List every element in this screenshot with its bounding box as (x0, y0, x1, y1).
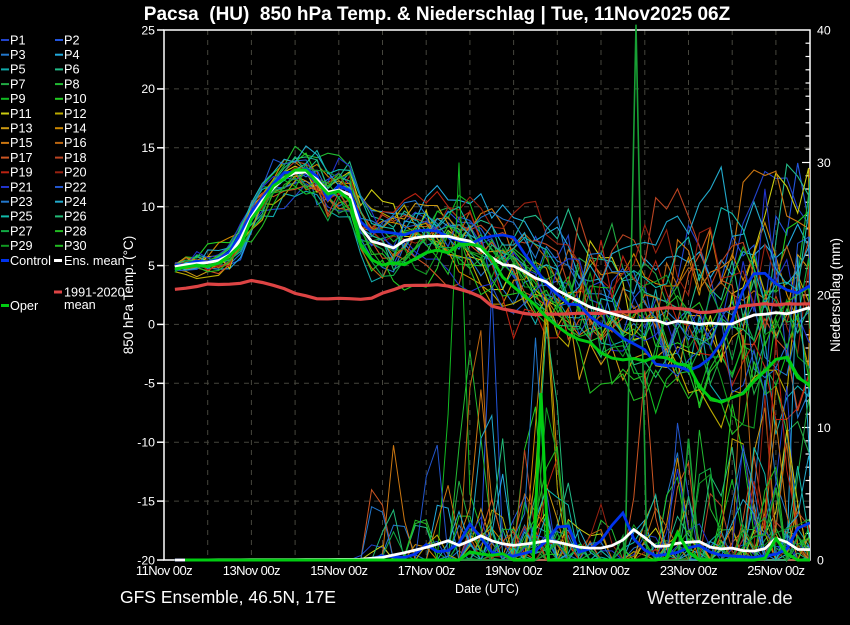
svg-text:25: 25 (141, 23, 155, 37)
svg-text:P11: P11 (10, 107, 32, 121)
svg-text:Date (UTC): Date (UTC) (455, 582, 519, 596)
svg-text:1991-2020: 1991-2020 (64, 285, 125, 299)
svg-text:P30: P30 (64, 239, 87, 253)
svg-text:P17: P17 (10, 151, 33, 165)
svg-text:P25: P25 (10, 210, 33, 224)
svg-text:P12: P12 (64, 107, 87, 121)
svg-text:P21: P21 (10, 180, 33, 194)
svg-text:P3: P3 (10, 48, 26, 62)
svg-text:10: 10 (141, 200, 155, 214)
svg-text:GFS Ensemble, 46.5N, 17E: GFS Ensemble, 46.5N, 17E (120, 587, 336, 607)
svg-text:Wetterzentrale.de: Wetterzentrale.de (647, 587, 793, 608)
svg-text:P20: P20 (64, 166, 87, 180)
svg-text:P22: P22 (64, 180, 87, 194)
svg-text:P24: P24 (64, 195, 87, 209)
svg-text:850 hPa Temp. (°C): 850 hPa Temp. (°C) (121, 236, 136, 354)
svg-text:Control: Control (10, 254, 51, 268)
svg-text:5: 5 (148, 259, 155, 273)
svg-text:P23: P23 (10, 195, 33, 209)
svg-text:17Nov 00z: 17Nov 00z (398, 563, 455, 578)
svg-text:P19: P19 (10, 166, 33, 180)
svg-text:Pacsa (HU) 850 hPa Temp. & N: Pacsa (HU) 850 hPa Temp. & Niederschlag … (144, 4, 731, 25)
svg-text:P4: P4 (64, 48, 80, 62)
svg-text:13Nov 00z: 13Nov 00z (223, 563, 280, 578)
svg-text:0: 0 (148, 318, 155, 332)
svg-text:P28: P28 (64, 224, 87, 238)
svg-text:P9: P9 (10, 92, 26, 106)
svg-text:P2: P2 (64, 33, 80, 47)
svg-text:15Nov 00z: 15Nov 00z (310, 563, 367, 578)
svg-text:P5: P5 (10, 63, 26, 77)
svg-text:0: 0 (817, 553, 824, 567)
svg-text:10: 10 (817, 421, 831, 435)
svg-text:15: 15 (141, 141, 155, 155)
svg-text:30: 30 (817, 156, 831, 170)
svg-text:21Nov 00z: 21Nov 00z (572, 563, 629, 578)
svg-text:P7: P7 (10, 77, 26, 91)
svg-text:23Nov 00z: 23Nov 00z (660, 563, 717, 578)
svg-text:P15: P15 (10, 136, 33, 150)
svg-text:P13: P13 (10, 122, 33, 136)
svg-text:mean: mean (64, 298, 96, 312)
svg-text:P14: P14 (64, 122, 87, 136)
svg-text:Niederschlag (mm): Niederschlag (mm) (828, 238, 843, 352)
svg-text:19Nov 00z: 19Nov 00z (485, 563, 542, 578)
svg-text:40: 40 (817, 23, 831, 37)
svg-text:P8: P8 (64, 77, 80, 91)
svg-text:P26: P26 (64, 210, 87, 224)
svg-text:P27: P27 (10, 224, 33, 238)
svg-text:P16: P16 (64, 136, 87, 150)
svg-text:-5: -5 (144, 377, 155, 391)
svg-text:-20: -20 (137, 553, 155, 567)
svg-text:20: 20 (817, 288, 831, 302)
svg-text:Ens. mean: Ens. mean (64, 254, 125, 268)
svg-text:-10: -10 (137, 436, 155, 450)
svg-text:P10: P10 (64, 92, 87, 106)
svg-text:-15: -15 (137, 494, 155, 508)
svg-text:11Nov 00z: 11Nov 00z (136, 563, 192, 578)
svg-text:P1: P1 (10, 33, 26, 47)
svg-text:20: 20 (141, 82, 155, 96)
svg-text:Oper: Oper (10, 299, 39, 313)
svg-text:P6: P6 (64, 63, 80, 77)
svg-text:P18: P18 (64, 151, 87, 165)
svg-text:P29: P29 (10, 239, 33, 253)
svg-text:25Nov 00z: 25Nov 00z (747, 563, 804, 578)
